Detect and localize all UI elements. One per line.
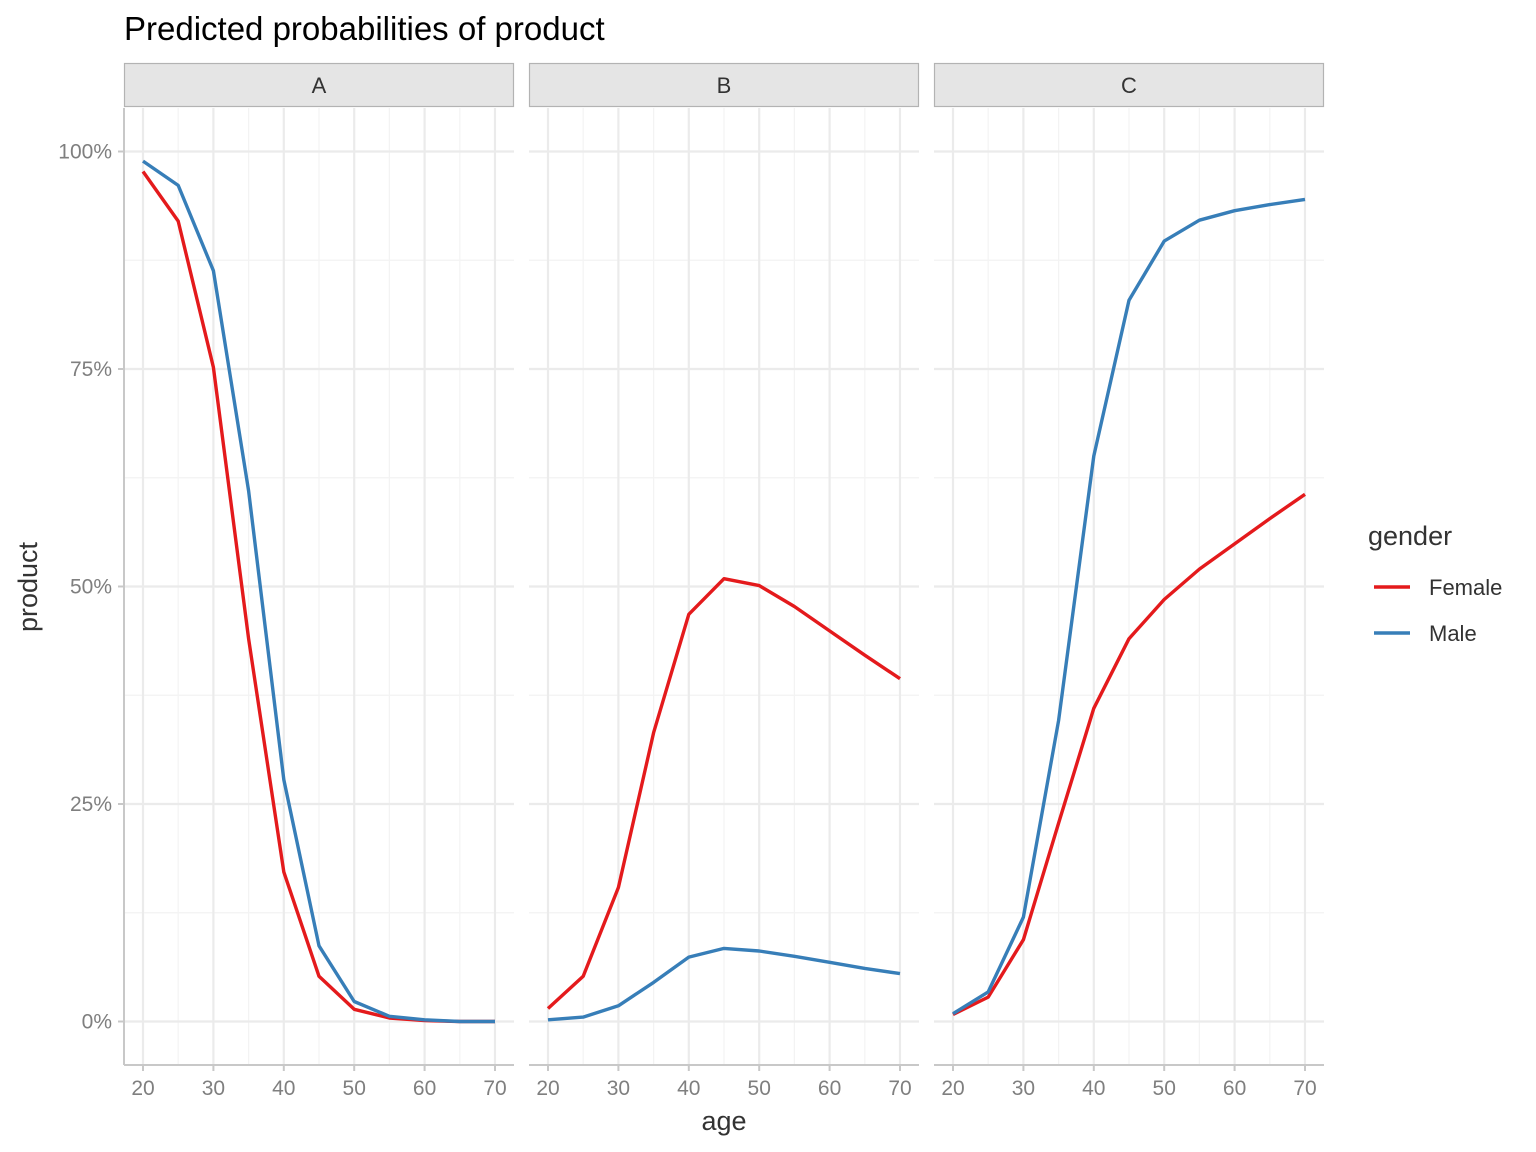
series-line-male-b <box>547 946 901 1022</box>
chart-panels: A 0% 25% 50% 75% 100% 20 30 40 50 60 70 B 20 30 40 50 60 7… <box>58 62 1325 1100</box>
y-tick-label: 50% <box>70 576 112 599</box>
x-tick-label: 70 <box>888 1077 911 1100</box>
chart-title: Predicted probabilities of product <box>124 10 605 47</box>
x-axis-title: age <box>701 1106 746 1136</box>
series-line-female-b <box>546 577 901 1010</box>
y-tick-label: 25% <box>70 793 112 816</box>
facet-strip <box>123 62 515 108</box>
legend-label-male: Male <box>1429 621 1477 646</box>
x-tick-label: 60 <box>1223 1077 1246 1100</box>
x-tick-label: 40 <box>272 1077 295 1100</box>
legend-title: gender <box>1368 521 1452 551</box>
x-tick-label: 30 <box>202 1077 225 1100</box>
y-axis-title: product <box>13 541 43 632</box>
facet-strip-label: B <box>717 73 732 98</box>
y-tick-label: 100% <box>58 141 112 164</box>
facet-strip-label: C <box>1121 73 1137 98</box>
x-tick-label: 70 <box>483 1077 506 1100</box>
x-tick-label: 20 <box>941 1077 964 1100</box>
x-tick-label: 60 <box>818 1077 841 1100</box>
x-tick-label: 20 <box>131 1077 154 1100</box>
facet-strip <box>933 62 1325 108</box>
x-tick-label: 60 <box>413 1077 436 1100</box>
x-tick-label: 40 <box>677 1077 700 1100</box>
series-line-male-a <box>142 159 495 1024</box>
x-tick-label: 70 <box>1293 1077 1316 1100</box>
x-tick-label: 20 <box>536 1077 559 1100</box>
legend: gender Female Male <box>1368 521 1502 646</box>
x-tick-label: 30 <box>1012 1077 1035 1100</box>
facet-panel-a: A 0% 25% 50% 75% 100% 20 30 40 50 60 70 <box>58 62 515 1100</box>
facet-panel-b: B 20 30 40 50 60 70 <box>528 62 920 1100</box>
facet-panel-c: C 20 30 40 50 60 70 <box>933 62 1325 1100</box>
x-tick-label: 40 <box>1082 1077 1105 1100</box>
facet-strip <box>528 62 920 108</box>
y-tick-label: 75% <box>70 358 112 381</box>
x-tick-label: 30 <box>607 1077 630 1100</box>
y-tick-label: 0% <box>82 1011 112 1034</box>
series-line-male-c <box>952 197 1306 1016</box>
x-tick-label: 50 <box>343 1077 366 1100</box>
x-tick-label: 50 <box>1153 1077 1176 1100</box>
facet-strip-label: A <box>312 73 327 98</box>
x-tick-label: 50 <box>748 1077 771 1100</box>
series-line-female-c <box>952 492 1306 1017</box>
legend-label-female: Female <box>1429 575 1502 600</box>
